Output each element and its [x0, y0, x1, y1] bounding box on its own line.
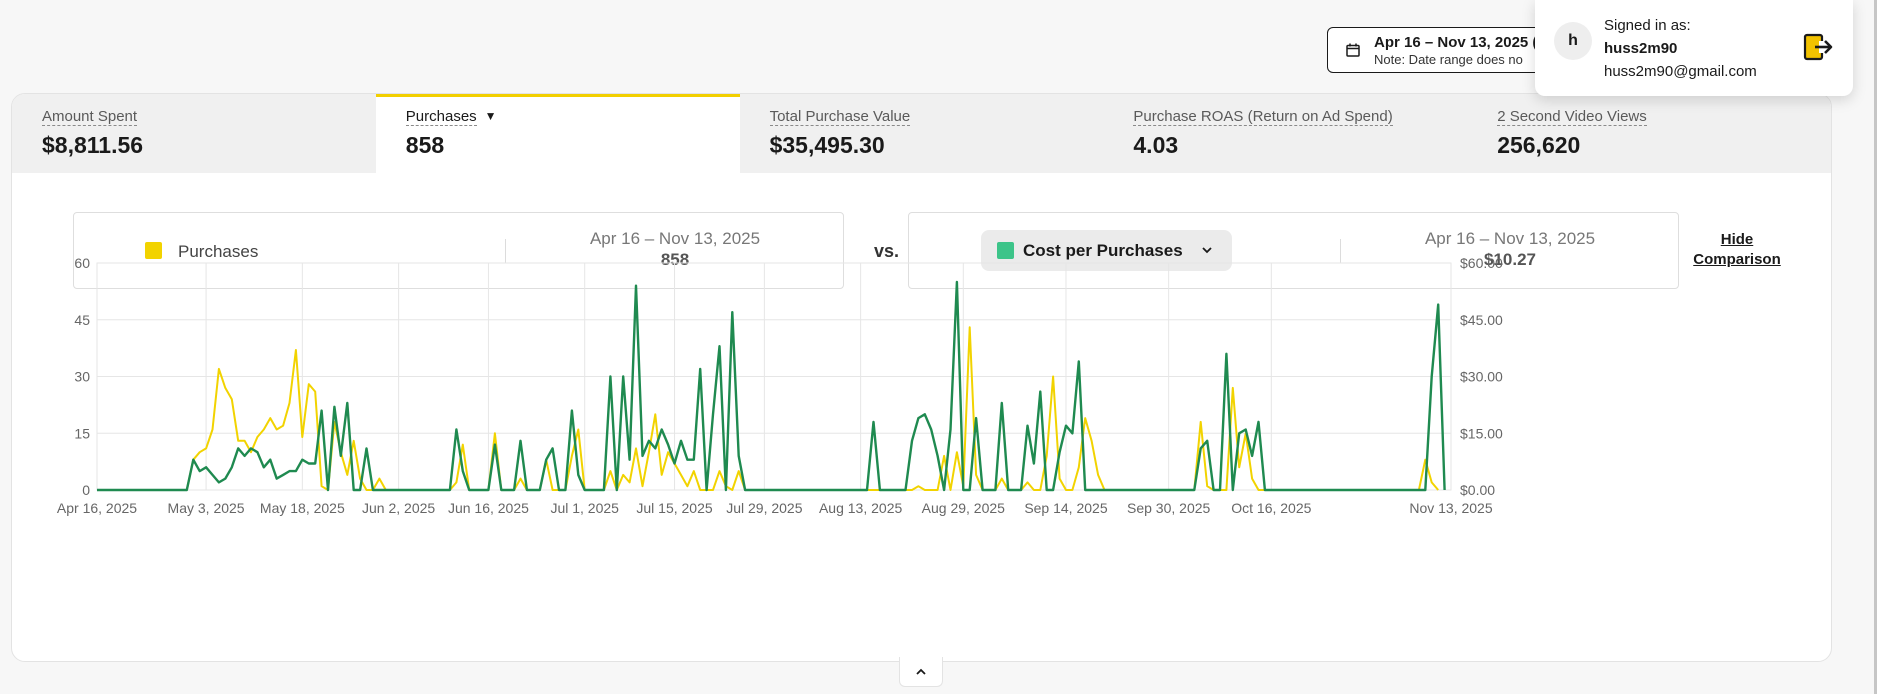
metric-value: $35,495.30	[769, 132, 885, 158]
y-left-tick-label: 60	[74, 255, 90, 271]
series-line-cost-per-purchases	[97, 280, 1446, 492]
x-tick-label: Aug 13, 2025	[819, 500, 903, 516]
metric-value: 4.03	[1133, 132, 1179, 158]
date-range-note: Note: Date range does no	[1374, 51, 1523, 67]
y-left-tick-label: 30	[74, 369, 90, 385]
x-tick-label: Oct 16, 2025	[1231, 500, 1311, 516]
primary-metric-card: Purchases Apr 16 – Nov 13, 2025 858	[73, 212, 844, 289]
metric-label: Total Purchase Value	[769, 108, 911, 126]
x-tick-label: Nov 13, 2025	[1409, 500, 1492, 516]
y-right-tick-label: $15.00	[1460, 425, 1503, 441]
primary-value: 858	[660, 250, 690, 269]
x-tick-label: Jun 16, 2025	[448, 500, 529, 516]
calendar-icon	[1346, 43, 1360, 57]
caret-down-icon[interactable]: ▼	[484, 109, 497, 123]
divider	[505, 239, 506, 263]
tab-purchases[interactable]: Purchases ▼ 858	[375, 94, 740, 173]
x-tick-label: Jun 2, 2025	[362, 500, 435, 516]
x-tick-label: Sep 14, 2025	[1024, 500, 1108, 516]
date-range-text: Apr 16 – Nov 13, 2025 (	[1374, 33, 1538, 51]
metric-value: $8,811.56	[42, 132, 144, 158]
avatar[interactable]: h	[1554, 22, 1592, 60]
metric-label: Amount Spent	[42, 108, 138, 126]
tab-video-views[interactable]: 2 Second Video Views 256,620	[1467, 94, 1831, 173]
username: huss2m90	[1604, 40, 1678, 57]
x-tick-label: Aug 29, 2025	[922, 500, 1006, 516]
x-tick-label: Jul 1, 2025	[550, 500, 619, 516]
primary-range: Apr 16 – Nov 13, 2025	[589, 229, 761, 248]
legend-swatch-secondary	[997, 242, 1014, 259]
secondary-value: $10.27	[1484, 250, 1536, 269]
metric-value: 256,620	[1497, 132, 1581, 158]
metric-tabs: Amount Spent $8,811.56 Purchases ▼ 858 To…	[12, 94, 1831, 173]
secondary-range: Apr 16 – Nov 13, 2025	[1424, 229, 1596, 248]
comparison-metric-dropdown[interactable]: Cost per Purchases	[981, 230, 1232, 271]
signed-in-label: Signed in as:	[1604, 17, 1691, 34]
tab-purchase-roas[interactable]: Purchase ROAS (Return on Ad Spend) 4.03	[1103, 94, 1467, 173]
x-tick-label: Apr 16, 2025	[57, 500, 137, 516]
x-tick-label: Jul 29, 2025	[726, 500, 802, 516]
metric-label: Purchases	[405, 108, 477, 126]
vs-label: vs.	[874, 241, 900, 261]
y-right-tick-label: $60.00	[1460, 255, 1503, 271]
x-tick-label: May 3, 2025	[168, 500, 245, 516]
tab-total-purchase-value[interactable]: Total Purchase Value $35,495.30	[740, 94, 1104, 173]
metric-label: 2 Second Video Views	[1497, 108, 1647, 126]
scrollbar-edge[interactable]	[1874, 0, 1877, 694]
y-right-tick-label: $30.00	[1460, 369, 1503, 385]
comparison-chart: Apr 16, 2025 May 3, 2025 May 18, 2025 Jun 2…	[57, 255, 1503, 516]
y-left-tick-label: 0	[82, 482, 90, 498]
chevron-up-icon	[916, 668, 926, 675]
divider	[1340, 239, 1341, 263]
x-tick-label: Jul 15, 2025	[636, 500, 712, 516]
metrics-panel: Amount Spent $8,811.56 Purchases ▼ 858 To…	[11, 93, 1832, 662]
legend-swatch-primary	[145, 242, 162, 259]
metric-label: Purchase ROAS (Return on Ad Spend)	[1133, 108, 1393, 126]
y-left-tick-label: 15	[74, 425, 90, 441]
chevron-down-icon	[1202, 247, 1212, 254]
series-line-purchases	[97, 326, 1439, 491]
secondary-metric-card: Cost per Purchases Apr 16 – Nov 13, 2025…	[908, 212, 1679, 289]
hide-comparison-link[interactable]: Hide Comparison	[1693, 231, 1781, 268]
x-tick-label: May 18, 2025	[260, 500, 345, 516]
y-left-tick-label: 45	[74, 312, 90, 328]
account-popover: h Signed in as: huss2m90 huss2m90@gmail.…	[1535, 0, 1853, 96]
legend-label-secondary: Cost per Purchases	[1023, 241, 1183, 260]
tab-amount-spent[interactable]: Amount Spent $8,811.56	[12, 94, 376, 173]
legend-label-primary: Purchases	[178, 242, 259, 261]
metric-value: 858	[405, 132, 445, 158]
y-right-tick-label: $45.00	[1460, 312, 1503, 328]
collapse-button[interactable]	[899, 657, 943, 687]
y-right-tick-label: $0.00	[1460, 482, 1495, 498]
logout-icon[interactable]	[1803, 32, 1835, 62]
x-tick-label: Sep 30, 2025	[1127, 500, 1211, 516]
user-email: huss2m90@gmail.com	[1604, 63, 1757, 80]
